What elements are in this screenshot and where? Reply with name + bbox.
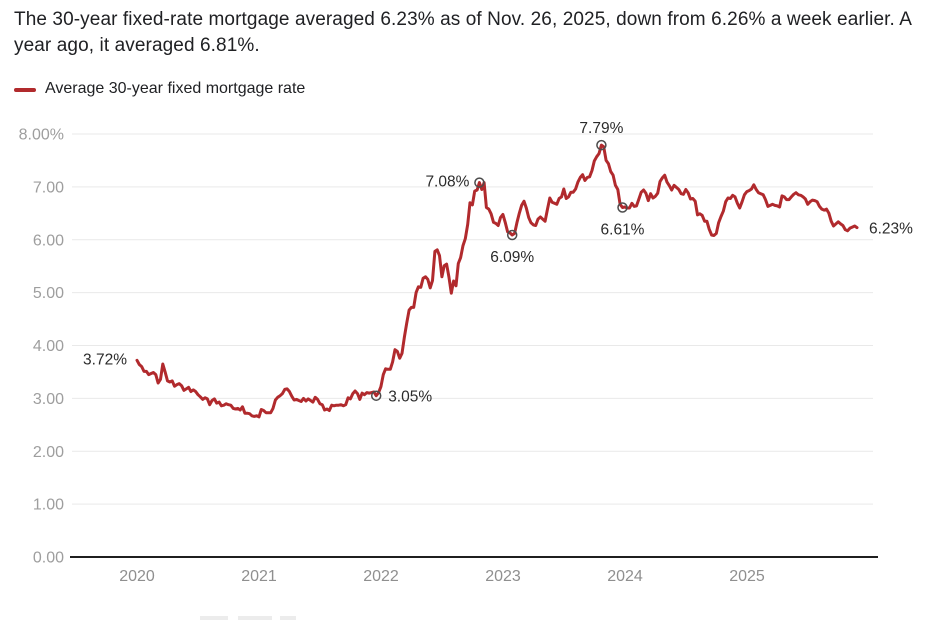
chart-legend: Average 30-year fixed mortgage rate — [14, 80, 305, 98]
legend-line-swatch — [14, 87, 36, 92]
y-axis-tick-label: 8.00% — [19, 127, 64, 144]
x-axis-tick-label: 2021 — [241, 568, 277, 585]
x-axis-tick-label: 2022 — [363, 568, 399, 585]
chart-description: The 30-year fixed-rate mortgage averaged… — [14, 9, 911, 56]
x-axis-tick-label: 2024 — [607, 568, 643, 585]
y-axis-tick-label: 7.00 — [33, 179, 64, 196]
mortgage-rate-line — [135, 143, 859, 419]
cutoff-caption-fragment — [200, 616, 228, 620]
cutoff-caption-fragment — [238, 616, 272, 620]
y-axis-tick-label: 2.00 — [33, 444, 64, 461]
y-axis-tick-label: 0.00 — [33, 550, 64, 567]
annotation-label: 6.23% — [869, 221, 913, 238]
annotation-circle-marker — [596, 139, 607, 151]
annotation-label: 6.61% — [601, 222, 645, 239]
annotation-circle-marker — [474, 177, 485, 188]
y-axis-tick-label: 3.00 — [33, 391, 64, 408]
x-axis-tick-label: 2023 — [485, 568, 521, 585]
x-axis-tick-label: 2020 — [119, 568, 155, 585]
y-axis-tick-label: 5.00 — [33, 285, 64, 302]
cutoff-caption-fragment — [280, 616, 296, 620]
annotation-label: 7.79% — [579, 120, 623, 137]
legend-label: Average 30-year fixed mortgage rate — [45, 80, 306, 97]
annotation-label: 3.05% — [388, 389, 432, 406]
annotation-circle-marker — [506, 229, 518, 241]
rate-chart: 8.00% 7.00 6.00 5.00 4.00 3.00 2.00 1.00 0.00 202… — [19, 120, 913, 620]
y-axis-tick-label: 4.00 — [33, 338, 64, 355]
annotation-label: 7.08% — [425, 174, 469, 191]
x-axis-tick-label: 2025 — [729, 568, 765, 585]
annotation-circle-marker — [370, 390, 382, 401]
annotation-label: 6.09% — [490, 249, 534, 266]
annotation-circle-marker — [617, 202, 628, 213]
y-axis-tick-label: 1.00 — [33, 497, 64, 514]
annotation-label: 3.72% — [83, 351, 127, 368]
y-axis-tick-label: 6.00 — [33, 232, 64, 249]
